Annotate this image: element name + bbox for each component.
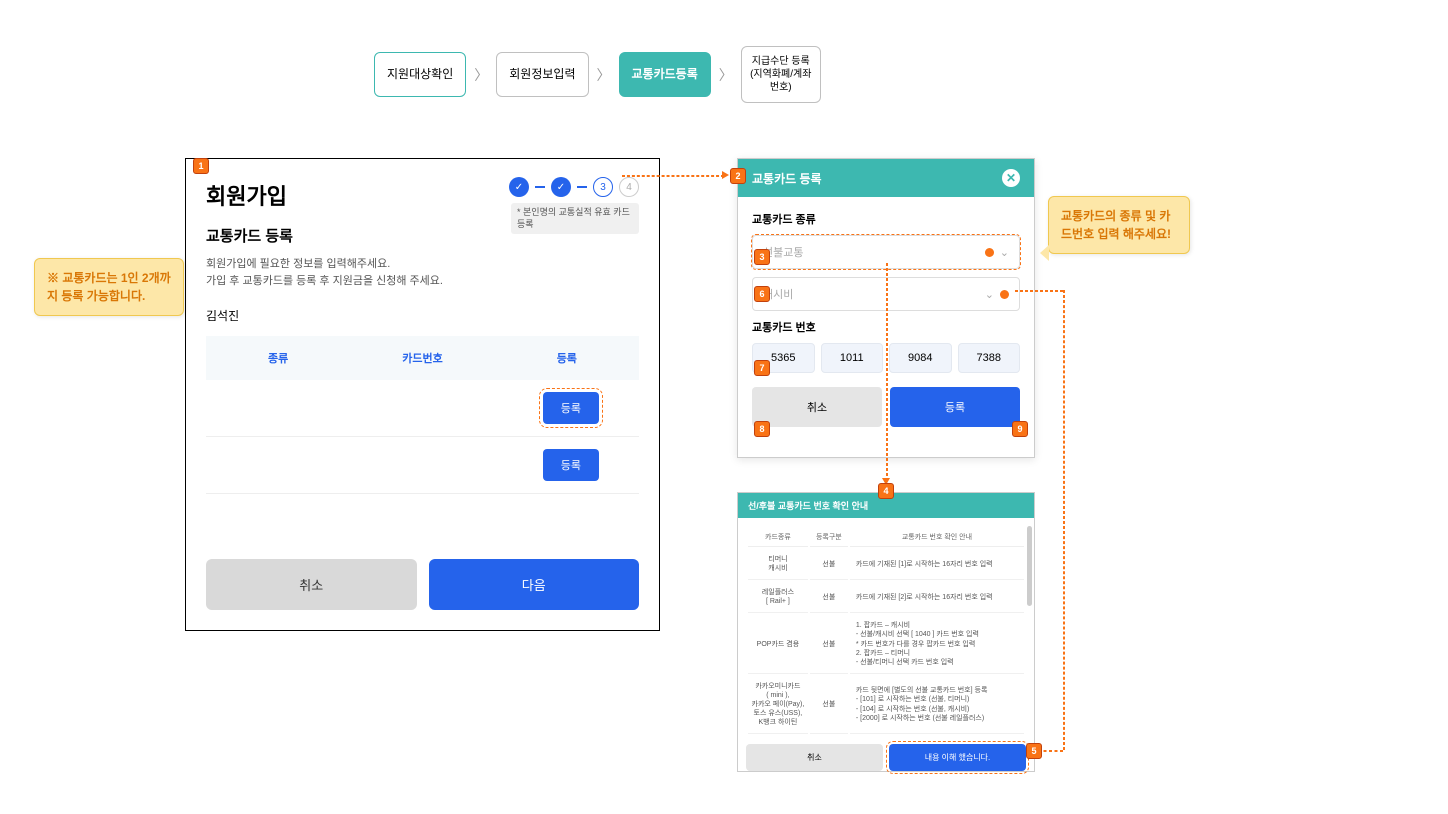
info-ok-button[interactable]: 내용 이해 했습니다. bbox=[889, 744, 1026, 771]
progress-step-3: 3 bbox=[593, 177, 613, 197]
modal-cancel-button[interactable]: 취소 bbox=[752, 387, 882, 427]
badge-3: 3 bbox=[754, 249, 770, 265]
chevron-right-icon: 〉 bbox=[719, 65, 733, 85]
connector-line bbox=[886, 263, 888, 481]
badge-1: 1 bbox=[193, 158, 209, 174]
next-button[interactable]: 다음 bbox=[429, 559, 640, 610]
card-num-3[interactable] bbox=[889, 343, 952, 373]
connector-line bbox=[1015, 290, 1063, 292]
th-type: 종류 bbox=[206, 350, 350, 366]
cancel-button[interactable]: 취소 bbox=[206, 559, 417, 610]
step-1[interactable]: 지원대상확인 bbox=[374, 52, 466, 98]
table-row: 티머니 캐시비 선불 카드에 기재된 [1]로 시작하는 16자리 번호 입력 bbox=[748, 549, 1024, 580]
username: 김석진 bbox=[206, 307, 639, 324]
card-table-header: 종류 카드번호 등록 bbox=[206, 336, 639, 380]
info-actions: 취소 내용 이해 했습니다. bbox=[738, 738, 1034, 777]
highlight-dot-icon bbox=[1000, 290, 1009, 299]
badge-2: 2 bbox=[730, 168, 746, 184]
scrollbar[interactable] bbox=[1027, 526, 1032, 606]
table-row: 등록 bbox=[206, 437, 639, 494]
step-2[interactable]: 회원정보입력 bbox=[496, 52, 588, 98]
progress-step-2: ✓ bbox=[551, 177, 571, 197]
progress-indicator: ✓ ✓ 3 4 bbox=[509, 177, 639, 197]
card-num-4[interactable] bbox=[958, 343, 1021, 373]
badge-8: 8 bbox=[754, 421, 770, 437]
modal-title: 교통카드 등록 bbox=[752, 170, 822, 187]
close-icon[interactable]: ✕ bbox=[1002, 169, 1020, 187]
register-card-button[interactable]: 등록 bbox=[543, 449, 599, 481]
breadcrumb: 지원대상확인 〉 회원정보입력 〉 교통카드등록 〉 지급수단 등록 (지역화폐… bbox=[374, 46, 821, 103]
table-row: POP카드 겸용 선불 1. 팝카드 – 캐시비 - 선불/캐시비 선택 [ 1… bbox=[748, 615, 1024, 673]
chevron-down-icon: ⌄ bbox=[985, 288, 994, 301]
th-guide: 교통카드 번호 확인 안내 bbox=[850, 528, 1024, 547]
badge-7: 7 bbox=[754, 360, 770, 376]
modal-register-button[interactable]: 등록 bbox=[890, 387, 1020, 427]
badge-6: 6 bbox=[754, 286, 770, 302]
th-cardtype: 카드종류 bbox=[748, 528, 808, 547]
table-row: 레일플러스 [ Rail+ ] 선불 카드에 기재된 [2]로 시작하는 16자… bbox=[748, 582, 1024, 613]
chevron-right-icon: 〉 bbox=[474, 65, 488, 85]
callout-left: ※ 교통카드는 1인 2개까지 등록 가능합니다. bbox=[34, 258, 184, 316]
badge-5: 5 bbox=[1026, 743, 1042, 759]
chevron-right-icon: 〉 bbox=[597, 65, 611, 85]
connector-line bbox=[1063, 290, 1065, 750]
connector-line bbox=[622, 175, 724, 177]
card-info-panel: 선/후불 교통카드 번호 확인 안내 카드종류 등록구분 교통카드 번호 확인 … bbox=[737, 492, 1035, 772]
arrow-icon bbox=[722, 171, 729, 179]
highlight-dot-icon bbox=[985, 248, 994, 257]
step-note: * 본인명의 교통실적 유효 카드 등록 bbox=[511, 203, 639, 234]
table-row: 등록 bbox=[206, 380, 639, 437]
card-info-table: 카드종류 등록구분 교통카드 번호 확인 안내 티머니 캐시비 선불 카드에 기… bbox=[746, 526, 1026, 736]
table-row: 카카오미니카드 ( mini ), 카카오 페이(Pay), 토스 유스(USS… bbox=[748, 676, 1024, 734]
card-num-2[interactable] bbox=[821, 343, 884, 373]
progress-step-4: 4 bbox=[619, 177, 639, 197]
card-type-label: 교통카드 종류 bbox=[752, 211, 1020, 227]
signup-panel: ✓ ✓ 3 4 * 본인명의 교통실적 유효 카드 등록 회원가입 교통카드 등… bbox=[185, 158, 660, 631]
panel-actions: 취소 다음 bbox=[206, 559, 639, 610]
step-4[interactable]: 지급수단 등록 (지역화폐/계좌 번호) bbox=[741, 46, 821, 103]
badge-9: 9 bbox=[1012, 421, 1028, 437]
th-regtype: 등록구분 bbox=[810, 528, 848, 547]
progress-step-1: ✓ bbox=[509, 177, 529, 197]
callout-right: 교통카드의 종류 및 카드번호 입력 해주세요! bbox=[1048, 196, 1190, 254]
th-number: 카드번호 bbox=[350, 350, 494, 366]
th-register: 등록 bbox=[495, 350, 639, 366]
description: 회원가입에 필요한 정보를 입력해주세요. 가입 후 교통카드를 등록 후 지원… bbox=[206, 256, 639, 289]
info-cancel-button[interactable]: 취소 bbox=[746, 744, 883, 771]
step-3[interactable]: 교통카드등록 bbox=[619, 52, 711, 98]
modal-header: 교통카드 등록 ✕ bbox=[738, 159, 1034, 197]
register-card-button[interactable]: 등록 bbox=[543, 392, 599, 424]
chevron-down-icon: ⌄ bbox=[1000, 246, 1009, 259]
badge-4: 4 bbox=[878, 483, 894, 499]
